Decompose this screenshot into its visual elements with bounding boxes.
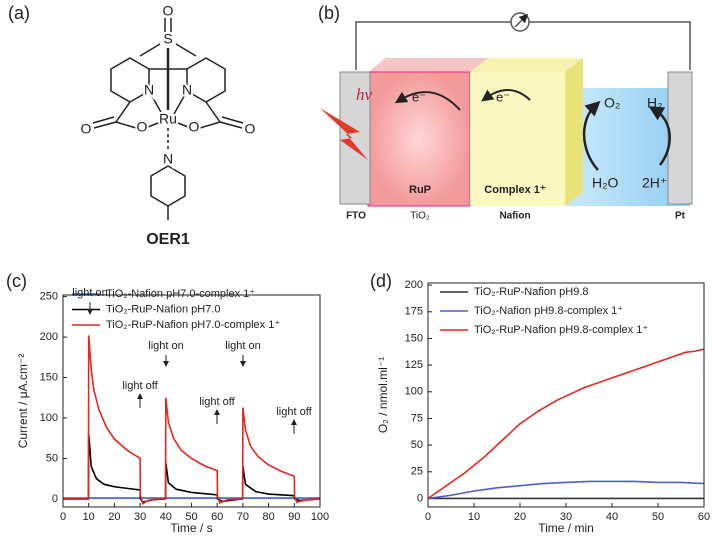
y-tick-label: 100 [40,412,58,424]
atom-label: O [245,121,256,137]
annotation: light off [276,406,312,418]
plot-frame [427,282,705,508]
atom-label: O [137,119,148,135]
molecule-bonds [92,18,244,220]
panel-label: (c) [6,271,27,291]
x-axis-label: Time / s [170,521,212,535]
atom-label: N [163,151,173,167]
product-label: O₂ [604,95,620,111]
annotation: light on [225,340,260,352]
reactant-label: H₂O [592,175,619,191]
x-tick-label: 50 [652,511,664,523]
legend-label: TiO₂-RuP-Nafion pH7.0 [106,303,221,315]
atom-label: S [163,31,172,47]
legend-label: TiO₂-RuP-Nafion pH9.8 [474,286,589,298]
x-tick-label: 50 [185,511,197,523]
annotation: light on [148,340,183,352]
catalyst-label: Complex 1⁺ [484,184,546,196]
layer-label: Pt [675,211,686,222]
x-tick-label: 10 [83,511,95,523]
x-tick-label: 40 [160,511,172,523]
x-tick-label: 60 [698,511,710,523]
x-tick-label: 0 [60,511,66,523]
y-tick-label: 125 [405,359,423,371]
x-tick-label: 10 [468,511,480,523]
legend-label: TiO₂-RuP-Nafion pH7.0-complex 1⁺ [106,319,280,331]
y-axis-label: O₂ / nmol.ml⁻¹ [376,357,390,433]
data-line [427,348,705,500]
atom-label: N [144,82,154,98]
layer-label: Nafion [499,211,530,222]
panel-label: (b) [318,3,340,23]
y-tick-label: 150 [405,332,423,344]
reactant-label: 2H⁺ [642,175,667,191]
y-tick-label: 100 [405,386,423,398]
x-tick-label: 70 [237,511,249,523]
x-tick-label: 40 [606,511,618,523]
x-tick-label: 100 [311,511,329,523]
x-axis-label: Time / min [538,521,594,535]
cell-diagram [320,12,693,207]
atom-label: Ru [159,111,177,127]
electron-label: e⁻ [496,89,510,104]
x-tick-label: 80 [262,511,274,523]
y-tick-label: 75 [411,412,423,424]
x-tick-label: 90 [288,511,300,523]
annotation: light off [199,396,235,408]
legend-label: TiO₂-Nafion pH9.8-complex 1⁺ [474,305,623,317]
y-tick-label: 175 [405,306,423,318]
annotation: light off [122,380,158,392]
x-tick-label: 30 [134,511,146,523]
legend-label: TiO₂-Nafion pH7.0-complex 1⁺ [106,288,255,300]
y-axis-label: Current / μA.cm⁻² [16,354,30,449]
y-tick-label: 25 [411,466,423,478]
data-line [427,480,705,500]
annotation: light on [72,287,107,299]
y-tick-label: 0 [417,492,423,504]
x-tick-label: 20 [108,511,120,523]
data-line [63,434,321,504]
atom-label: O [163,3,174,19]
atom-label: O [81,121,92,137]
x-tick-label: 0 [425,511,431,523]
legend-label: TiO₂-RuP-Nafion pH9.8-complex 1⁺ [474,324,648,336]
layer-label: FTO [346,211,366,222]
panel-label: (d) [370,271,392,291]
compound-name: OER1 [146,231,190,248]
electron-label: e⁻ [412,89,426,104]
x-tick-label: 30 [560,511,572,523]
y-tick-label: 50 [411,439,423,451]
light-label: hv [356,85,373,104]
product-label: H₂ [647,95,663,111]
y-tick-label: 0 [52,493,58,505]
plot-frame [62,294,321,508]
layer-label: TiO₂ [410,211,430,222]
y-tick-label: 150 [40,371,58,383]
y-tick-label: 200 [405,279,423,291]
y-tick-label: 50 [46,452,58,464]
y-tick-label: 250 [40,291,58,303]
data-line [63,335,321,506]
panel-label: (a) [8,3,30,23]
diagram-labels: hv e⁻ e⁻ O₂ H₂ H₂O 2H⁺ RuP Complex 1⁺ FT… [346,85,686,222]
x-tick-label: 60 [211,511,223,523]
dye-label: RuP [409,184,431,196]
y-tick-label: 200 [40,331,58,343]
atom-label: O [189,119,200,135]
x-tick-label: 20 [514,511,526,523]
atom-label: N [182,82,192,98]
